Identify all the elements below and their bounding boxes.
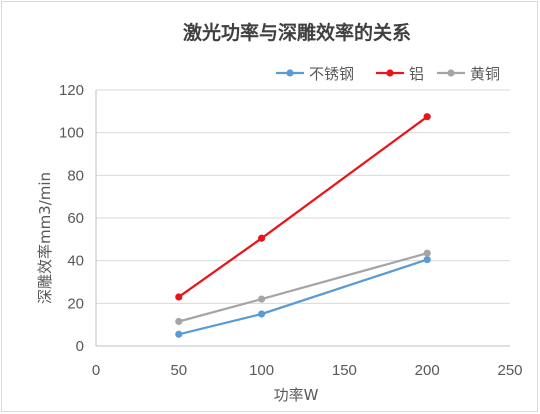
series-1 [175, 256, 431, 338]
x-tick-label: 50 [170, 362, 187, 379]
legend-label: 黄铜 [470, 65, 500, 83]
data-point [175, 293, 183, 301]
y-axis-ticks: 0 20 40 60 80 100 120 [59, 82, 84, 355]
y-tick-label: 80 [67, 167, 84, 184]
legend-swatch-marker [286, 69, 294, 77]
y-tick-label: 60 [67, 210, 84, 227]
chart-title: 激光功率与深雕效率的关系 [183, 21, 411, 44]
series-3 [175, 249, 431, 326]
y-tick-label: 100 [59, 125, 84, 142]
x-axis-ticks: 0 50 100 150 200 250 [92, 362, 523, 379]
x-tick-label: 200 [415, 362, 440, 379]
data-point [258, 295, 266, 303]
legend-item: 不锈钢 [276, 65, 354, 83]
y-tick-label: 20 [67, 295, 84, 312]
data-point [423, 249, 431, 257]
x-tick-label: 250 [497, 362, 522, 379]
data-point [423, 256, 431, 264]
legend-item: 黄铜 [437, 65, 500, 83]
series-line [177, 115, 429, 299]
series-2 [175, 113, 431, 301]
data-point [175, 330, 183, 338]
gridlines [96, 89, 510, 304]
series-line [177, 252, 429, 323]
y-axis-label: 深雕效率mm3/min [36, 172, 54, 304]
x-tick-label: 0 [92, 362, 100, 379]
series-layer [175, 113, 431, 338]
data-point [258, 234, 266, 242]
data-point [423, 113, 431, 121]
y-tick-label: 0 [76, 338, 84, 355]
x-tick-label: 100 [249, 362, 274, 379]
y-tick-label: 40 [67, 253, 84, 270]
data-point [258, 310, 266, 318]
legend-item: 铝 [376, 65, 424, 83]
x-tick-label: 150 [332, 362, 357, 379]
x-axis-label: 功率W [274, 386, 319, 404]
legend-swatch-marker [447, 69, 455, 77]
legend: 不锈钢 铝 黄铜 [276, 65, 500, 83]
y-tick-label: 120 [59, 82, 84, 99]
legend-label: 铝 [409, 65, 424, 83]
legend-swatch-marker [386, 69, 394, 77]
legend-label: 不锈钢 [309, 65, 354, 83]
axes [95, 90, 510, 347]
data-point [175, 317, 183, 326]
